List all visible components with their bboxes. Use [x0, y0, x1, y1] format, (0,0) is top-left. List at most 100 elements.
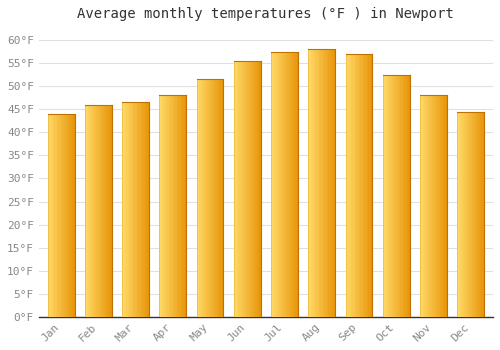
Bar: [271, 52, 272, 317]
Bar: [140, 102, 141, 317]
Bar: [52, 114, 53, 317]
Bar: [196, 79, 198, 317]
Bar: [435, 96, 436, 317]
Bar: [246, 61, 248, 317]
Bar: [274, 52, 275, 317]
Bar: [312, 49, 314, 317]
Bar: [426, 96, 427, 317]
Bar: [48, 114, 49, 317]
Bar: [427, 96, 428, 317]
Bar: [213, 79, 214, 317]
Bar: [236, 61, 238, 317]
Bar: [356, 54, 358, 317]
Bar: [252, 61, 254, 317]
Bar: [275, 52, 276, 317]
Bar: [174, 96, 176, 317]
Bar: [185, 96, 186, 317]
Bar: [294, 52, 296, 317]
Bar: [327, 49, 328, 317]
Bar: [142, 102, 144, 317]
Bar: [170, 96, 172, 317]
Bar: [238, 61, 240, 317]
Bar: [129, 102, 130, 317]
Bar: [480, 112, 482, 317]
Bar: [310, 49, 311, 317]
Bar: [396, 75, 398, 317]
Bar: [280, 52, 282, 317]
Bar: [221, 79, 222, 317]
Bar: [100, 105, 101, 317]
Bar: [136, 102, 137, 317]
Bar: [53, 114, 54, 317]
Bar: [214, 79, 216, 317]
Bar: [58, 114, 60, 317]
Bar: [362, 54, 363, 317]
Bar: [172, 96, 173, 317]
Bar: [399, 75, 400, 317]
Bar: [360, 54, 362, 317]
Bar: [176, 96, 177, 317]
Bar: [458, 112, 460, 317]
Bar: [64, 114, 65, 317]
Bar: [350, 54, 351, 317]
Bar: [202, 79, 203, 317]
Bar: [216, 79, 217, 317]
Bar: [124, 102, 125, 317]
Bar: [122, 102, 124, 317]
Bar: [400, 75, 402, 317]
Bar: [210, 79, 212, 317]
Bar: [431, 96, 432, 317]
Bar: [104, 105, 105, 317]
Bar: [138, 102, 140, 317]
Bar: [206, 79, 208, 317]
Bar: [248, 61, 250, 317]
Bar: [472, 112, 474, 317]
Bar: [161, 96, 162, 317]
Bar: [478, 112, 479, 317]
Bar: [254, 61, 256, 317]
Bar: [217, 79, 218, 317]
Bar: [57, 114, 58, 317]
Bar: [86, 105, 88, 317]
Bar: [250, 61, 252, 317]
Bar: [443, 96, 444, 317]
Bar: [166, 96, 168, 317]
Bar: [85, 105, 86, 317]
Bar: [383, 75, 384, 317]
Bar: [92, 105, 93, 317]
Bar: [244, 61, 246, 317]
Bar: [60, 114, 61, 317]
Bar: [105, 105, 106, 317]
Bar: [470, 112, 472, 317]
Bar: [88, 105, 89, 317]
Bar: [442, 96, 443, 317]
Bar: [130, 102, 132, 317]
Bar: [351, 54, 352, 317]
Bar: [182, 96, 184, 317]
Bar: [324, 49, 326, 317]
Bar: [126, 102, 128, 317]
Bar: [326, 49, 327, 317]
Bar: [468, 112, 469, 317]
Bar: [164, 96, 165, 317]
Bar: [96, 105, 97, 317]
Bar: [386, 75, 387, 317]
Bar: [198, 79, 200, 317]
Bar: [388, 75, 390, 317]
Bar: [404, 75, 406, 317]
Bar: [282, 52, 283, 317]
Bar: [434, 96, 435, 317]
Bar: [364, 54, 366, 317]
Bar: [482, 112, 483, 317]
Bar: [407, 75, 408, 317]
Bar: [391, 75, 392, 317]
Bar: [69, 114, 70, 317]
Bar: [101, 105, 102, 317]
Bar: [464, 112, 466, 317]
Bar: [222, 79, 224, 317]
Bar: [134, 102, 136, 317]
Bar: [141, 102, 142, 317]
Bar: [439, 96, 440, 317]
Bar: [90, 105, 92, 317]
Bar: [387, 75, 388, 317]
